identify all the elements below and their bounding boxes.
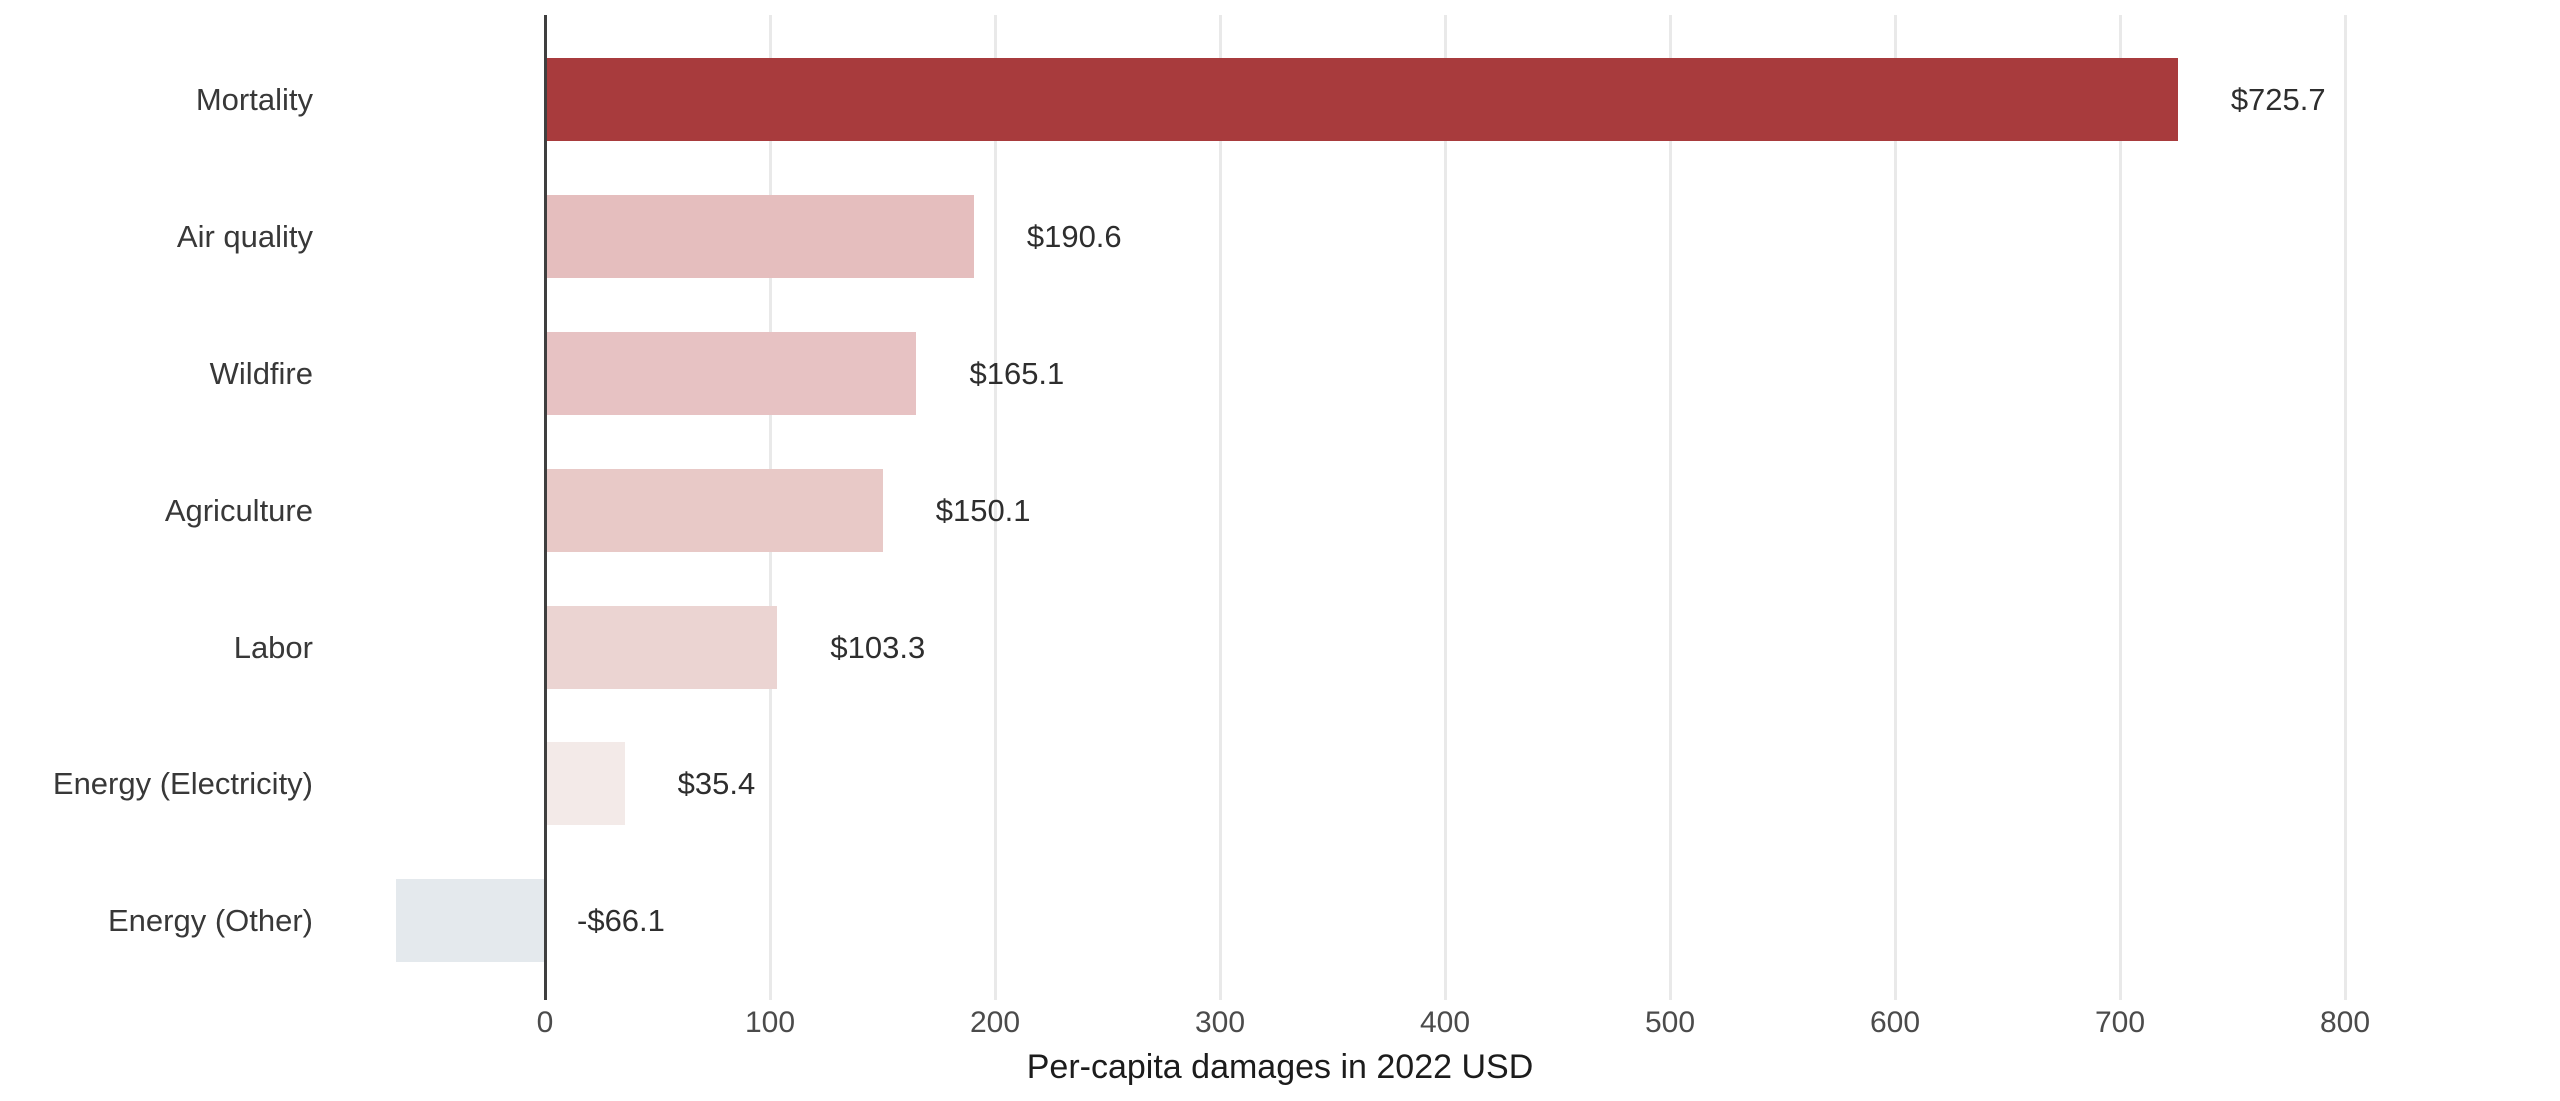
value-label: -$66.1 — [577, 903, 665, 939]
grid-line — [1443, 15, 1447, 1000]
category-label: Energy (Electricity) — [52, 766, 313, 802]
grid-line — [1893, 15, 1897, 1000]
x-tick-label: 400 — [1419, 1006, 1471, 1039]
x-axis-title: Per-capita damages in 2022 USD — [1026, 1048, 1534, 1086]
x-tick-label: 500 — [1644, 1006, 1696, 1039]
category-label: Energy (Other) — [107, 903, 313, 939]
grid-line — [2118, 15, 2122, 1000]
category-label: Air quality — [176, 219, 313, 255]
x-tick-label: 300 — [1194, 1006, 1246, 1039]
bar — [396, 879, 545, 963]
value-label: $150.1 — [935, 492, 1031, 528]
category-label: Mortality — [195, 82, 313, 118]
x-tick-label: 100 — [744, 1006, 796, 1039]
grid-line — [1668, 15, 1672, 1000]
bar — [545, 58, 2178, 142]
x-tick-label: 700 — [2094, 1006, 2146, 1039]
x-tick-label: 200 — [969, 1006, 1021, 1039]
value-label: $165.1 — [969, 356, 1065, 391]
bar — [545, 195, 974, 279]
value-label: $190.6 — [1026, 219, 1122, 255]
bar — [545, 605, 778, 689]
category-label: Agriculture — [164, 492, 313, 528]
bar — [545, 742, 625, 826]
value-label: $103.3 — [830, 629, 926, 665]
grid-line — [2343, 15, 2347, 1000]
x-tick-label: 800 — [2319, 1006, 2371, 1039]
category-label: Labor — [233, 629, 313, 665]
value-label: $725.7 — [2230, 82, 2326, 118]
value-label: $35.4 — [677, 766, 756, 802]
zero-axis-line — [543, 15, 547, 1000]
grid-line — [1218, 15, 1222, 1000]
bar — [545, 468, 883, 552]
grid-line — [993, 15, 997, 1000]
bar — [545, 332, 917, 415]
x-tick-label: 0 — [536, 1006, 554, 1039]
x-tick-label: 600 — [1869, 1006, 1921, 1039]
category-label: Wildfire — [209, 355, 313, 391]
